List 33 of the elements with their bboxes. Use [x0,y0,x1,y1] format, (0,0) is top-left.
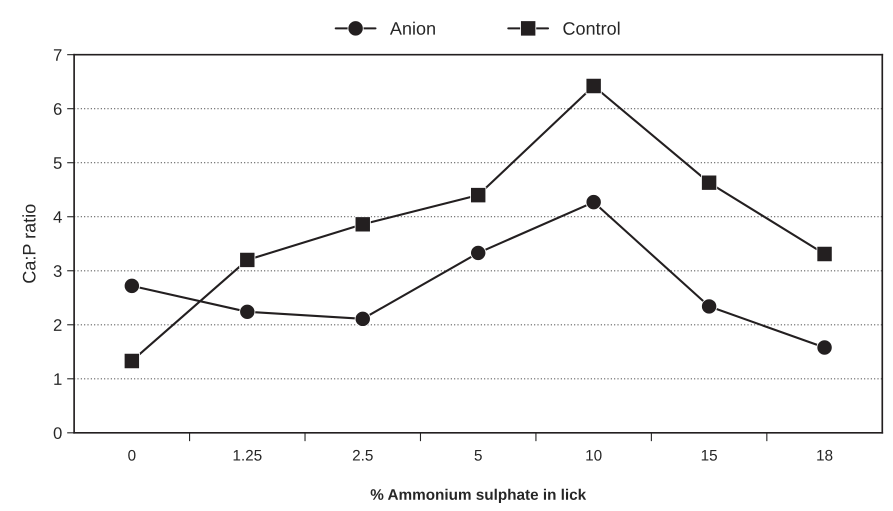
point [239,304,256,320]
y-tick-label: 5 [54,157,62,169]
y-axis-title: Ca:P ratio [22,204,36,283]
x-axis-title: % Ammonium sulphate in lick [370,488,586,503]
x-tick-label: 0 [128,450,136,461]
point [586,194,602,210]
y-tick-label: 1 [54,373,62,385]
point [470,244,486,261]
y-tick-label: 7 [54,49,62,61]
point [816,339,833,356]
point [354,216,371,232]
x-tick-label: 15 [702,450,717,461]
y-tick-label: 2 [54,319,62,331]
point [124,278,140,294]
point [701,174,718,191]
x-tick-label: 1.25 [234,450,262,461]
point [586,78,602,94]
point [124,352,140,370]
x-tick-label: 10 [586,450,602,461]
point [470,187,486,204]
point [354,310,371,327]
y-tick-label: 6 [54,103,62,115]
y-tick-label: 3 [54,265,62,277]
legend-label: Anion [390,22,435,35]
x-tick-label: 18 [817,450,832,461]
point [816,246,833,262]
x-tick-label: 5 [474,450,482,461]
point [239,252,256,268]
y-tick-label: 4 [53,211,62,223]
point [701,298,718,314]
x-tick-label: 2.5 [352,450,373,461]
y-tick-label: 0 [54,427,62,440]
legend-label: Control [563,22,620,35]
